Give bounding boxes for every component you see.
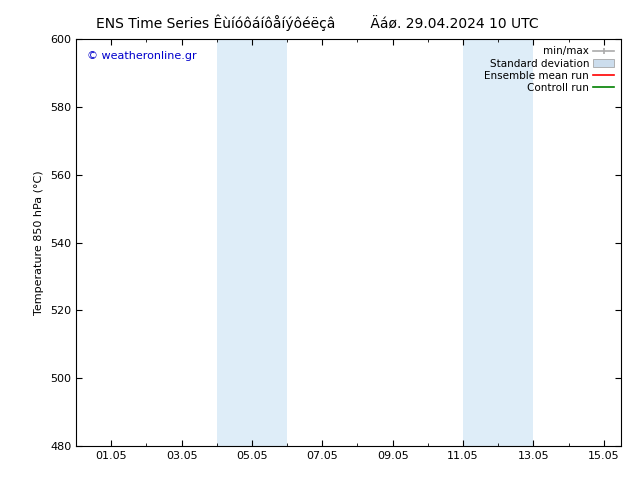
Bar xyxy=(217,39,252,446)
Text: ENS Time Series Êùíóôáíôåíýôéëçâ        Äáø. 29.04.2024 10 UTC: ENS Time Series Êùíóôáíôåíýôéëçâ Äáø. 29… xyxy=(96,15,538,31)
Legend: min/max, Standard deviation, Ensemble mean run, Controll run: min/max, Standard deviation, Ensemble me… xyxy=(482,45,616,95)
Bar xyxy=(252,39,287,446)
Text: © weatheronline.gr: © weatheronline.gr xyxy=(87,51,197,61)
Y-axis label: Temperature 850 hPa (°C): Temperature 850 hPa (°C) xyxy=(34,170,44,315)
Bar xyxy=(498,39,533,446)
Bar xyxy=(463,39,498,446)
